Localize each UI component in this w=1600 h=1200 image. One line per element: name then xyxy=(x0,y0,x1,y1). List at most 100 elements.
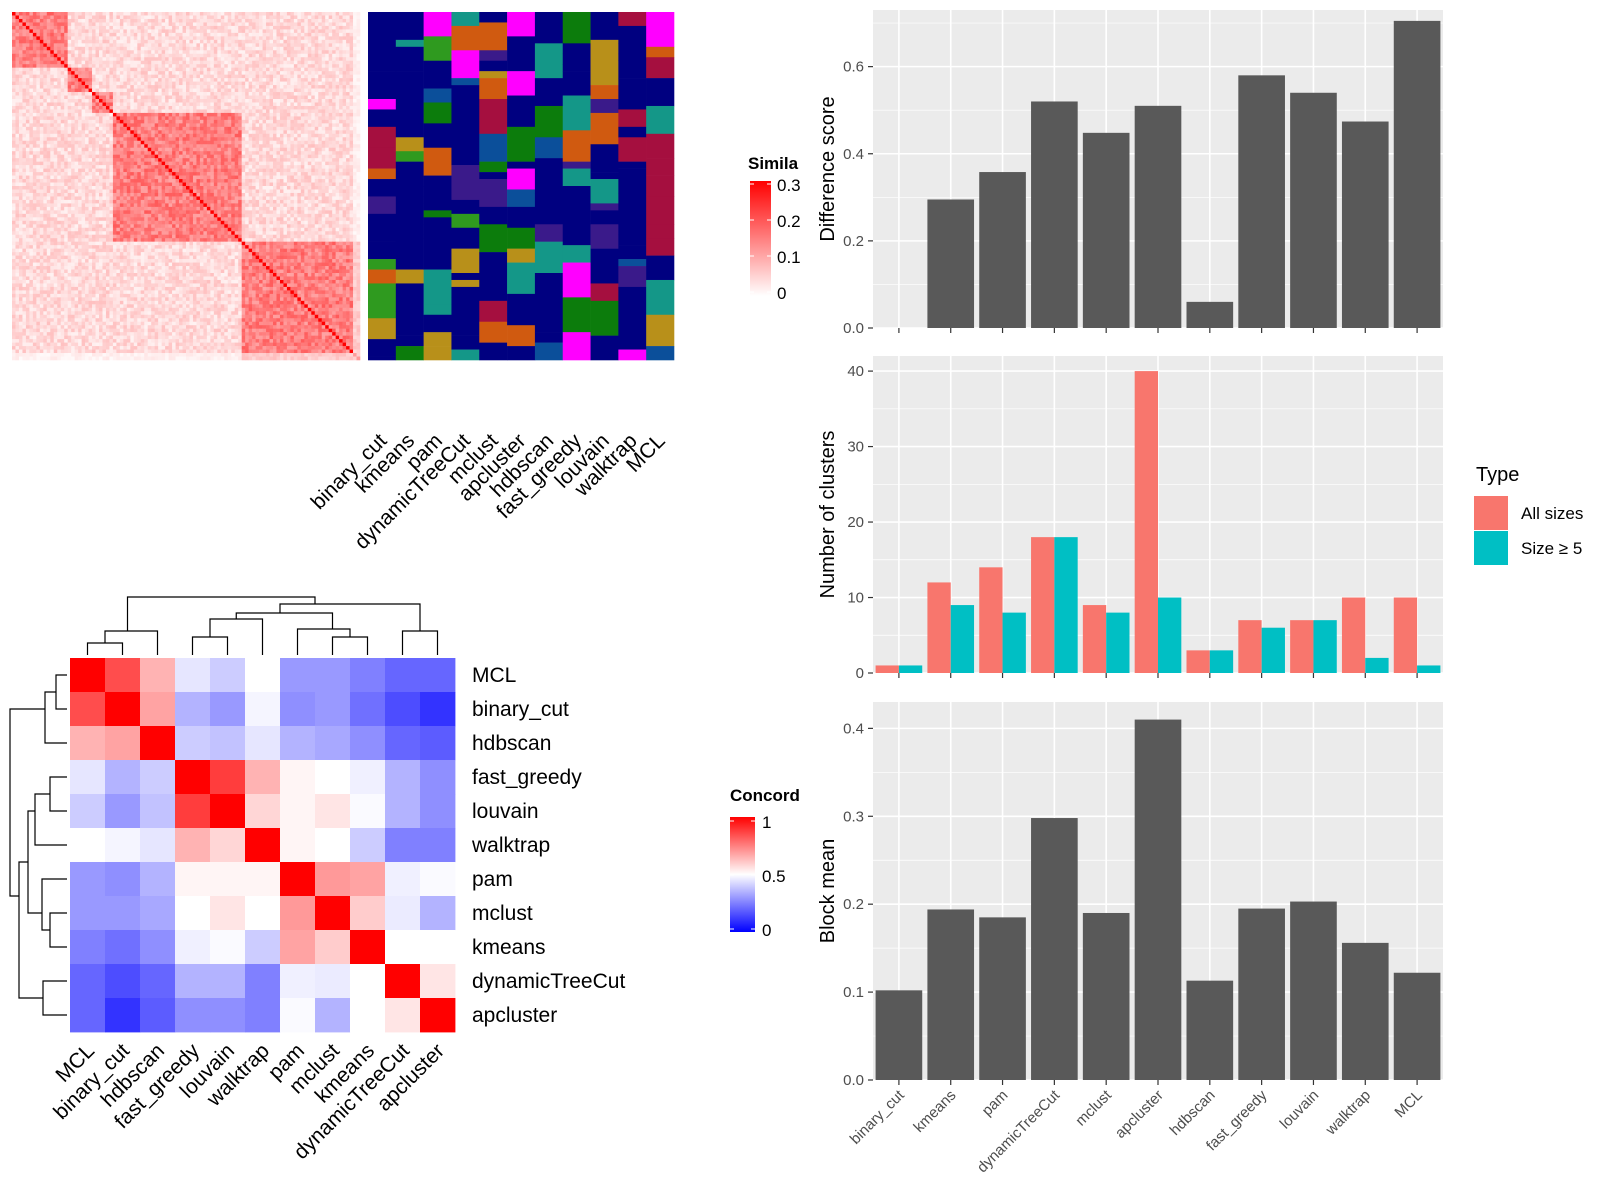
similarity-cell xyxy=(151,137,155,142)
similarity-cell xyxy=(74,12,79,16)
similarity-cell xyxy=(81,105,86,110)
similarity-cell xyxy=(29,151,34,155)
similarity-cell xyxy=(269,67,274,72)
similarity-cell xyxy=(210,64,215,68)
similarity-cell xyxy=(154,168,159,173)
similarity-cell xyxy=(189,36,194,41)
similarity-cell xyxy=(57,12,62,16)
similarity-cell xyxy=(15,116,20,121)
similarity-cell xyxy=(286,102,291,107)
similarity-cell xyxy=(335,74,340,79)
similarity-cell xyxy=(158,137,162,142)
similarity-cell xyxy=(168,109,173,114)
similarity-cell xyxy=(43,32,48,37)
similarity-cell xyxy=(342,50,347,55)
similarity-cell xyxy=(147,137,152,142)
similarity-cell xyxy=(109,168,114,173)
similarity-cell xyxy=(259,32,263,37)
similarity-cell xyxy=(279,182,284,187)
similarity-cell xyxy=(311,25,316,30)
similarity-cell xyxy=(346,165,350,169)
similarity-cell xyxy=(64,60,68,65)
similarity-cell xyxy=(102,119,107,124)
similarity-cell xyxy=(25,112,30,117)
similarity-cell xyxy=(328,81,333,86)
similarity-cell xyxy=(182,144,187,149)
similarity-cell xyxy=(356,147,361,152)
similarity-cell xyxy=(39,92,44,96)
similarity-cell xyxy=(151,67,155,72)
similarity-cell xyxy=(245,25,249,30)
similarity-cell xyxy=(126,74,131,79)
similarity-cell xyxy=(112,53,117,58)
similarity-cell xyxy=(36,32,41,37)
similarity-cell xyxy=(161,32,166,37)
similarity-cell xyxy=(130,116,135,121)
similarity-cell xyxy=(335,130,340,135)
similarity-cell xyxy=(168,126,173,131)
similarity-cell xyxy=(342,32,347,37)
similarity-cell xyxy=(123,18,128,23)
similarity-cell xyxy=(328,88,333,93)
similarity-cell xyxy=(206,85,211,89)
similarity-cell xyxy=(179,71,183,75)
similarity-cell xyxy=(29,18,34,23)
similarity-cell xyxy=(300,123,305,128)
similarity-cell xyxy=(339,85,343,89)
similarity-cell xyxy=(252,50,256,55)
similarity-cell xyxy=(130,144,135,149)
similarity-cell xyxy=(328,179,333,183)
similarity-cell xyxy=(231,151,236,155)
similarity-cell xyxy=(172,67,176,72)
similarity-cell xyxy=(43,158,48,162)
similarity-cell xyxy=(213,137,218,142)
similarity-cell xyxy=(238,95,242,100)
similarity-cell xyxy=(123,46,128,51)
similarity-cell xyxy=(18,165,23,169)
similarity-cell xyxy=(60,123,65,128)
similarity-cell xyxy=(165,105,169,110)
similarity-cell xyxy=(269,182,274,187)
similarity-cell xyxy=(151,154,155,159)
similarity-cell xyxy=(356,102,361,107)
similarity-cell xyxy=(238,133,242,138)
similarity-cell xyxy=(133,172,138,176)
similarity-cell xyxy=(109,81,114,86)
similarity-cell xyxy=(105,102,110,107)
similarity-cell xyxy=(245,137,249,142)
similarity-cell xyxy=(165,46,169,51)
similarity-cell xyxy=(60,78,65,82)
similarity-cell xyxy=(321,60,326,65)
similarity-cell xyxy=(154,85,159,89)
similarity-cell xyxy=(67,74,72,79)
similarity-cell xyxy=(154,112,159,117)
similarity-cell xyxy=(175,165,180,169)
similarity-cell xyxy=(116,81,121,86)
similarity-cell xyxy=(18,50,23,55)
similarity-cell xyxy=(248,99,253,103)
similarity-cell xyxy=(29,102,34,107)
similarity-cell xyxy=(85,43,89,48)
similarity-cell xyxy=(95,36,100,41)
similarity-cell xyxy=(172,119,176,124)
similarity-cell xyxy=(332,168,336,173)
similarity-cell xyxy=(300,175,305,180)
similarity-cell xyxy=(165,36,169,41)
similarity-cell xyxy=(213,92,218,96)
similarity-cell xyxy=(300,179,305,183)
similarity-cell xyxy=(231,105,236,110)
similarity-cell xyxy=(217,57,222,62)
similarity-cell xyxy=(238,50,242,55)
similarity-cell xyxy=(186,46,190,51)
similarity-cell xyxy=(189,95,194,100)
similarity-cell xyxy=(137,99,142,103)
similarity-cell xyxy=(224,172,229,176)
similarity-cell xyxy=(300,119,305,124)
similarity-cell xyxy=(12,18,16,23)
similarity-cell xyxy=(140,57,145,62)
similarity-cell xyxy=(12,140,16,145)
similarity-cell xyxy=(95,102,100,107)
similarity-cell xyxy=(342,116,347,121)
similarity-cell xyxy=(25,161,30,166)
similarity-cell xyxy=(46,88,51,93)
